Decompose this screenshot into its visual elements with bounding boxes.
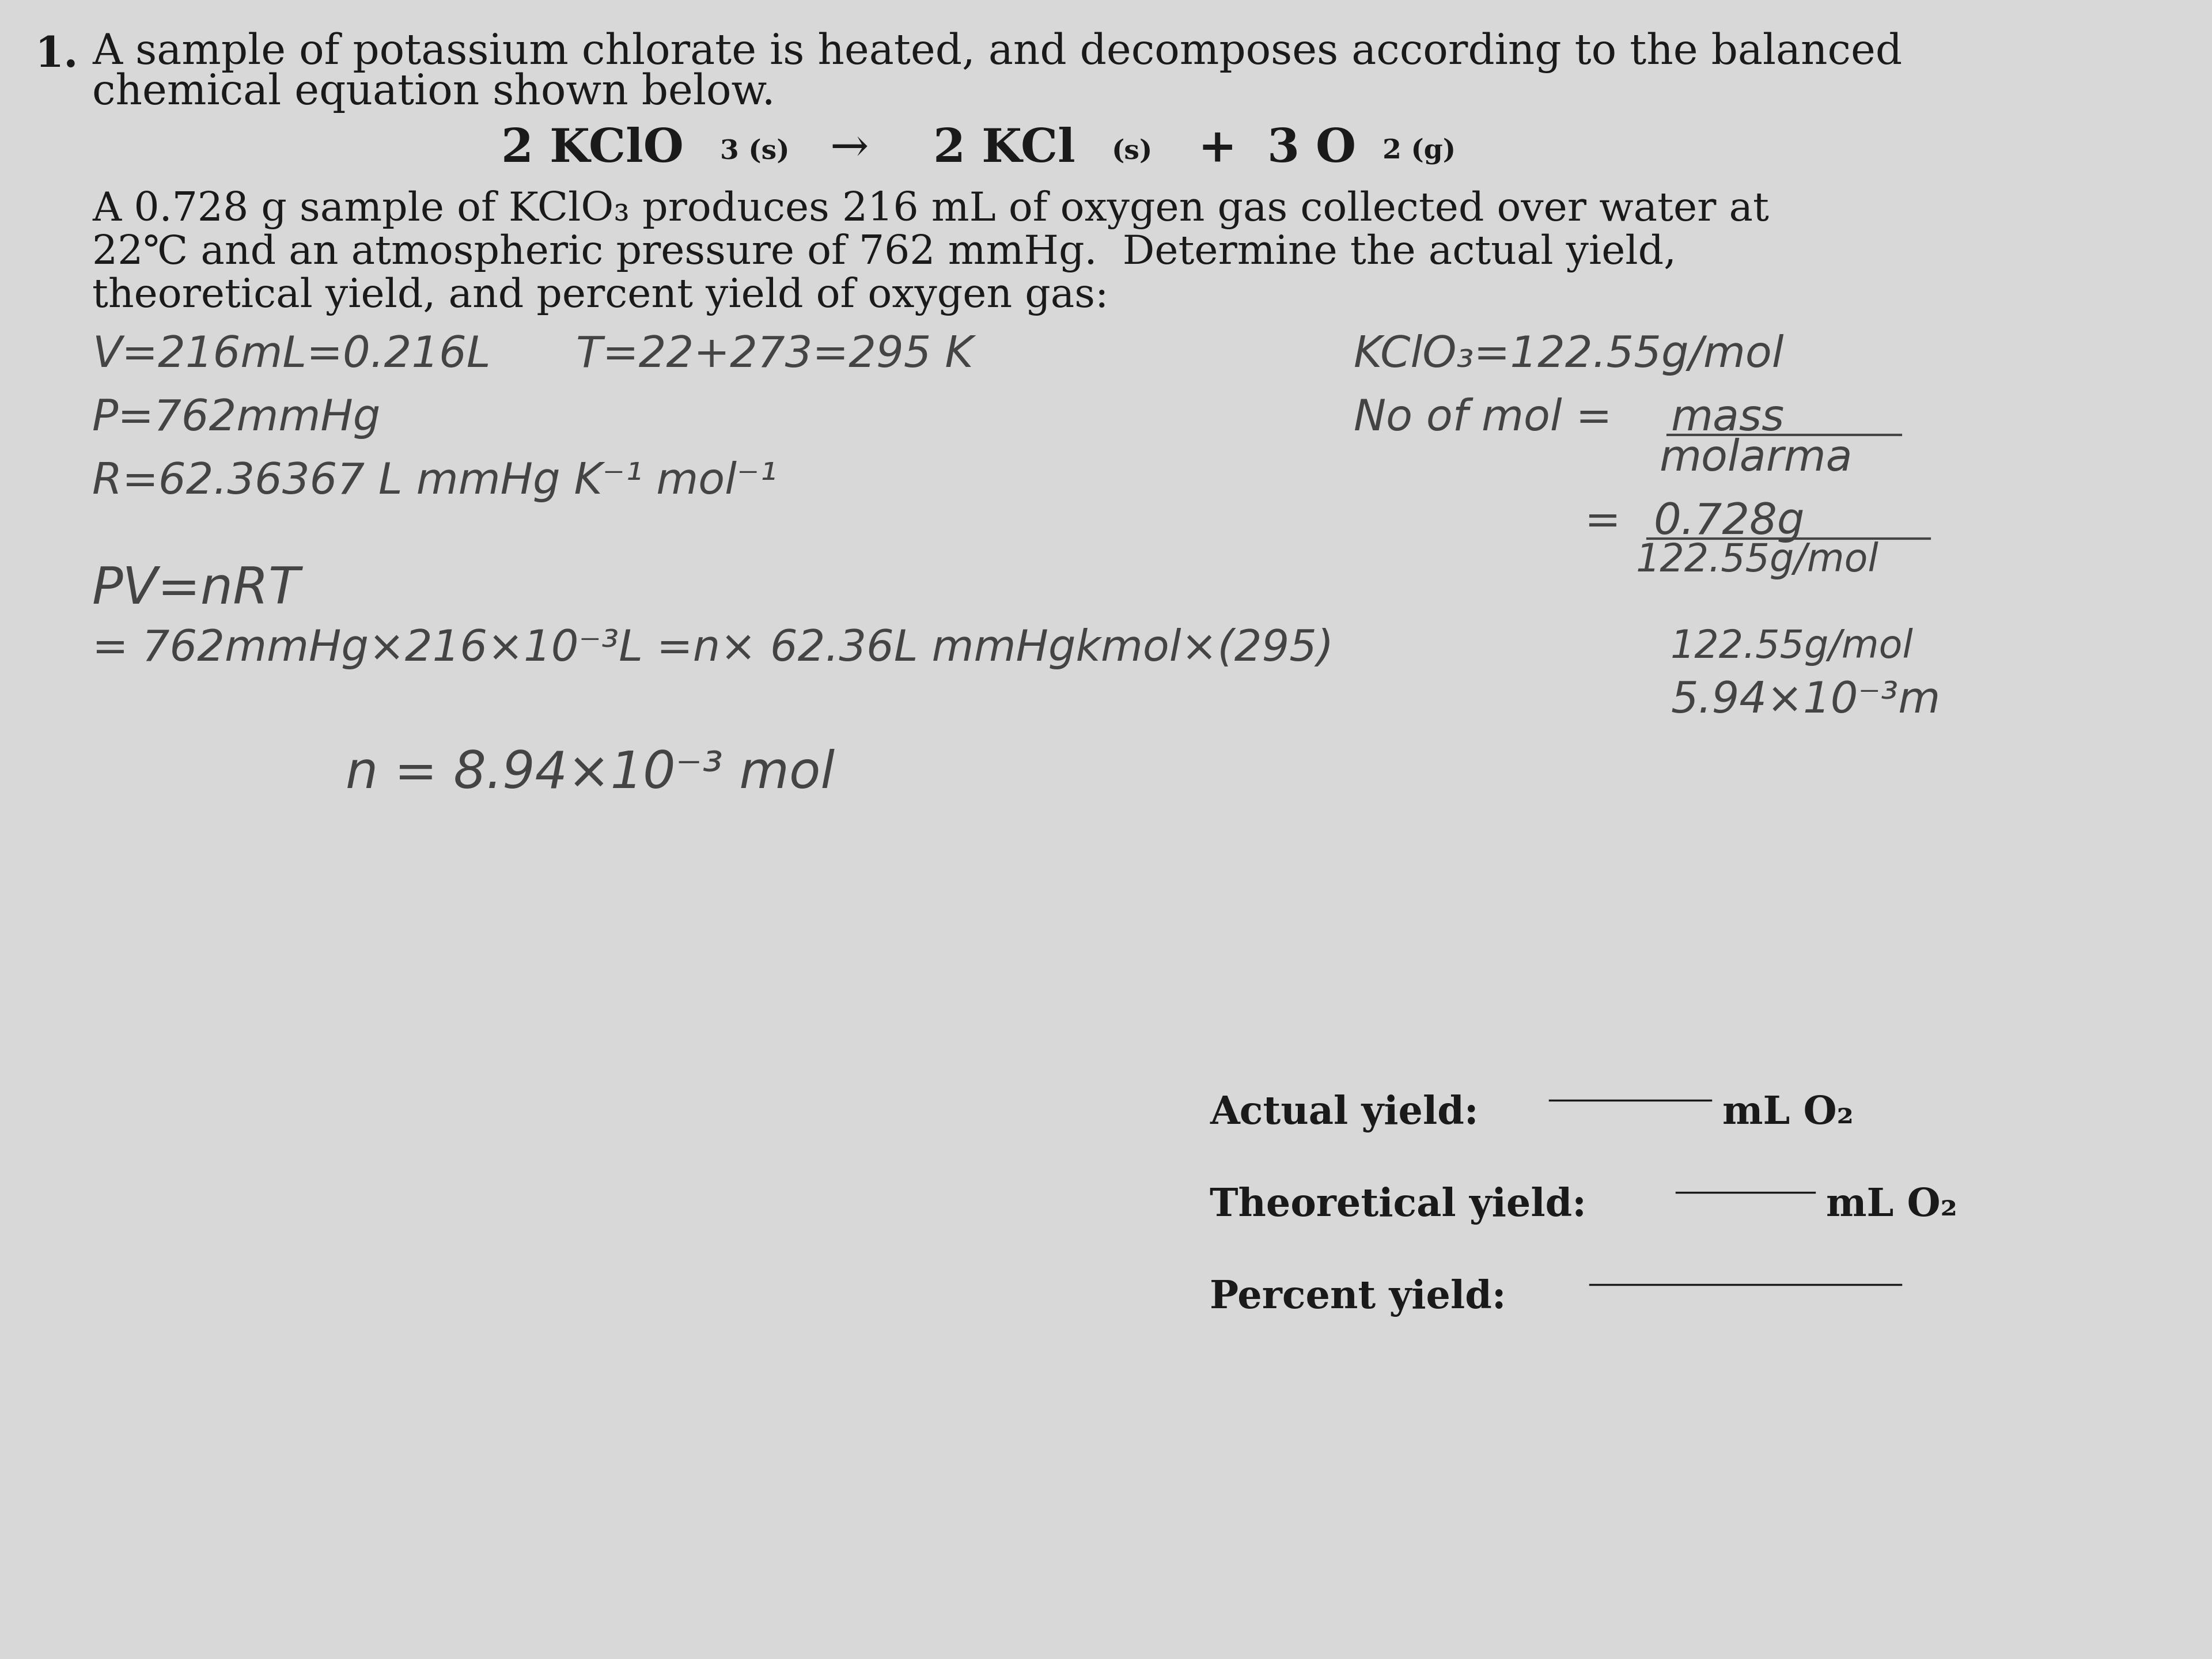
Text: V=216mL=0.216L: V=216mL=0.216L bbox=[93, 333, 491, 375]
Text: Actual yield:: Actual yield: bbox=[1210, 1095, 1478, 1133]
Text: 3 O: 3 O bbox=[1267, 126, 1356, 171]
Text: mass: mass bbox=[1670, 398, 1785, 440]
Text: 122.55g/mol: 122.55g/mol bbox=[1670, 627, 1913, 665]
Text: A 0.728 g sample of KClO₃ produces 216 mL of oxygen gas collected over water at: A 0.728 g sample of KClO₃ produces 216 m… bbox=[93, 191, 1770, 229]
Text: =: = bbox=[1584, 501, 1621, 542]
Text: →: → bbox=[830, 126, 869, 171]
Text: 22℃ and an atmospheric pressure of 762 mmHg.  Determine the actual yield,: 22℃ and an atmospheric pressure of 762 m… bbox=[93, 234, 1677, 272]
Text: 2 (g): 2 (g) bbox=[1382, 138, 1455, 164]
Text: 0.728g: 0.728g bbox=[1652, 501, 1805, 542]
Text: 2 KCl: 2 KCl bbox=[933, 126, 1075, 171]
Text: KClO₃=122.55g/mol: KClO₃=122.55g/mol bbox=[1354, 333, 1785, 375]
Text: Percent yield:: Percent yield: bbox=[1210, 1279, 1506, 1317]
Text: 1.: 1. bbox=[35, 35, 77, 75]
Text: Theoretical yield:: Theoretical yield: bbox=[1210, 1186, 1586, 1224]
Text: (s): (s) bbox=[1113, 138, 1152, 164]
Text: A sample of potassium chlorate is heated, and decomposes according to the balanc: A sample of potassium chlorate is heated… bbox=[93, 32, 1902, 73]
Text: R=62.36367 L mmHg K⁻¹ mol⁻¹: R=62.36367 L mmHg K⁻¹ mol⁻¹ bbox=[93, 461, 776, 503]
Text: 5.94×10⁻³m: 5.94×10⁻³m bbox=[1670, 680, 1940, 722]
Text: chemical equation shown below.: chemical equation shown below. bbox=[93, 71, 774, 113]
Text: 3 (s): 3 (s) bbox=[721, 138, 790, 164]
Text: 122.55g/mol: 122.55g/mol bbox=[1637, 541, 1878, 579]
Text: theoretical yield, and percent yield of oxygen gas:: theoretical yield, and percent yield of … bbox=[93, 277, 1108, 315]
Text: P=762mmHg: P=762mmHg bbox=[93, 398, 380, 440]
Text: mL O₂: mL O₂ bbox=[1723, 1095, 1854, 1131]
Text: mL O₂: mL O₂ bbox=[1827, 1186, 1958, 1224]
Text: No of mol =: No of mol = bbox=[1354, 398, 1613, 440]
Text: molarma: molarma bbox=[1659, 438, 1851, 479]
Text: n = 8.94×10⁻³ mol: n = 8.94×10⁻³ mol bbox=[345, 748, 834, 798]
Text: = 762mmHg×216×10⁻³L =n× 62.36L mmHgkmol×(295): = 762mmHg×216×10⁻³L =n× 62.36L mmHgkmol×… bbox=[93, 627, 1334, 669]
Text: 2 KClO: 2 KClO bbox=[502, 126, 684, 171]
Text: T=22+273=295 K: T=22+273=295 K bbox=[575, 333, 973, 375]
Text: +: + bbox=[1199, 126, 1237, 171]
Text: PV=nRT: PV=nRT bbox=[93, 564, 301, 614]
